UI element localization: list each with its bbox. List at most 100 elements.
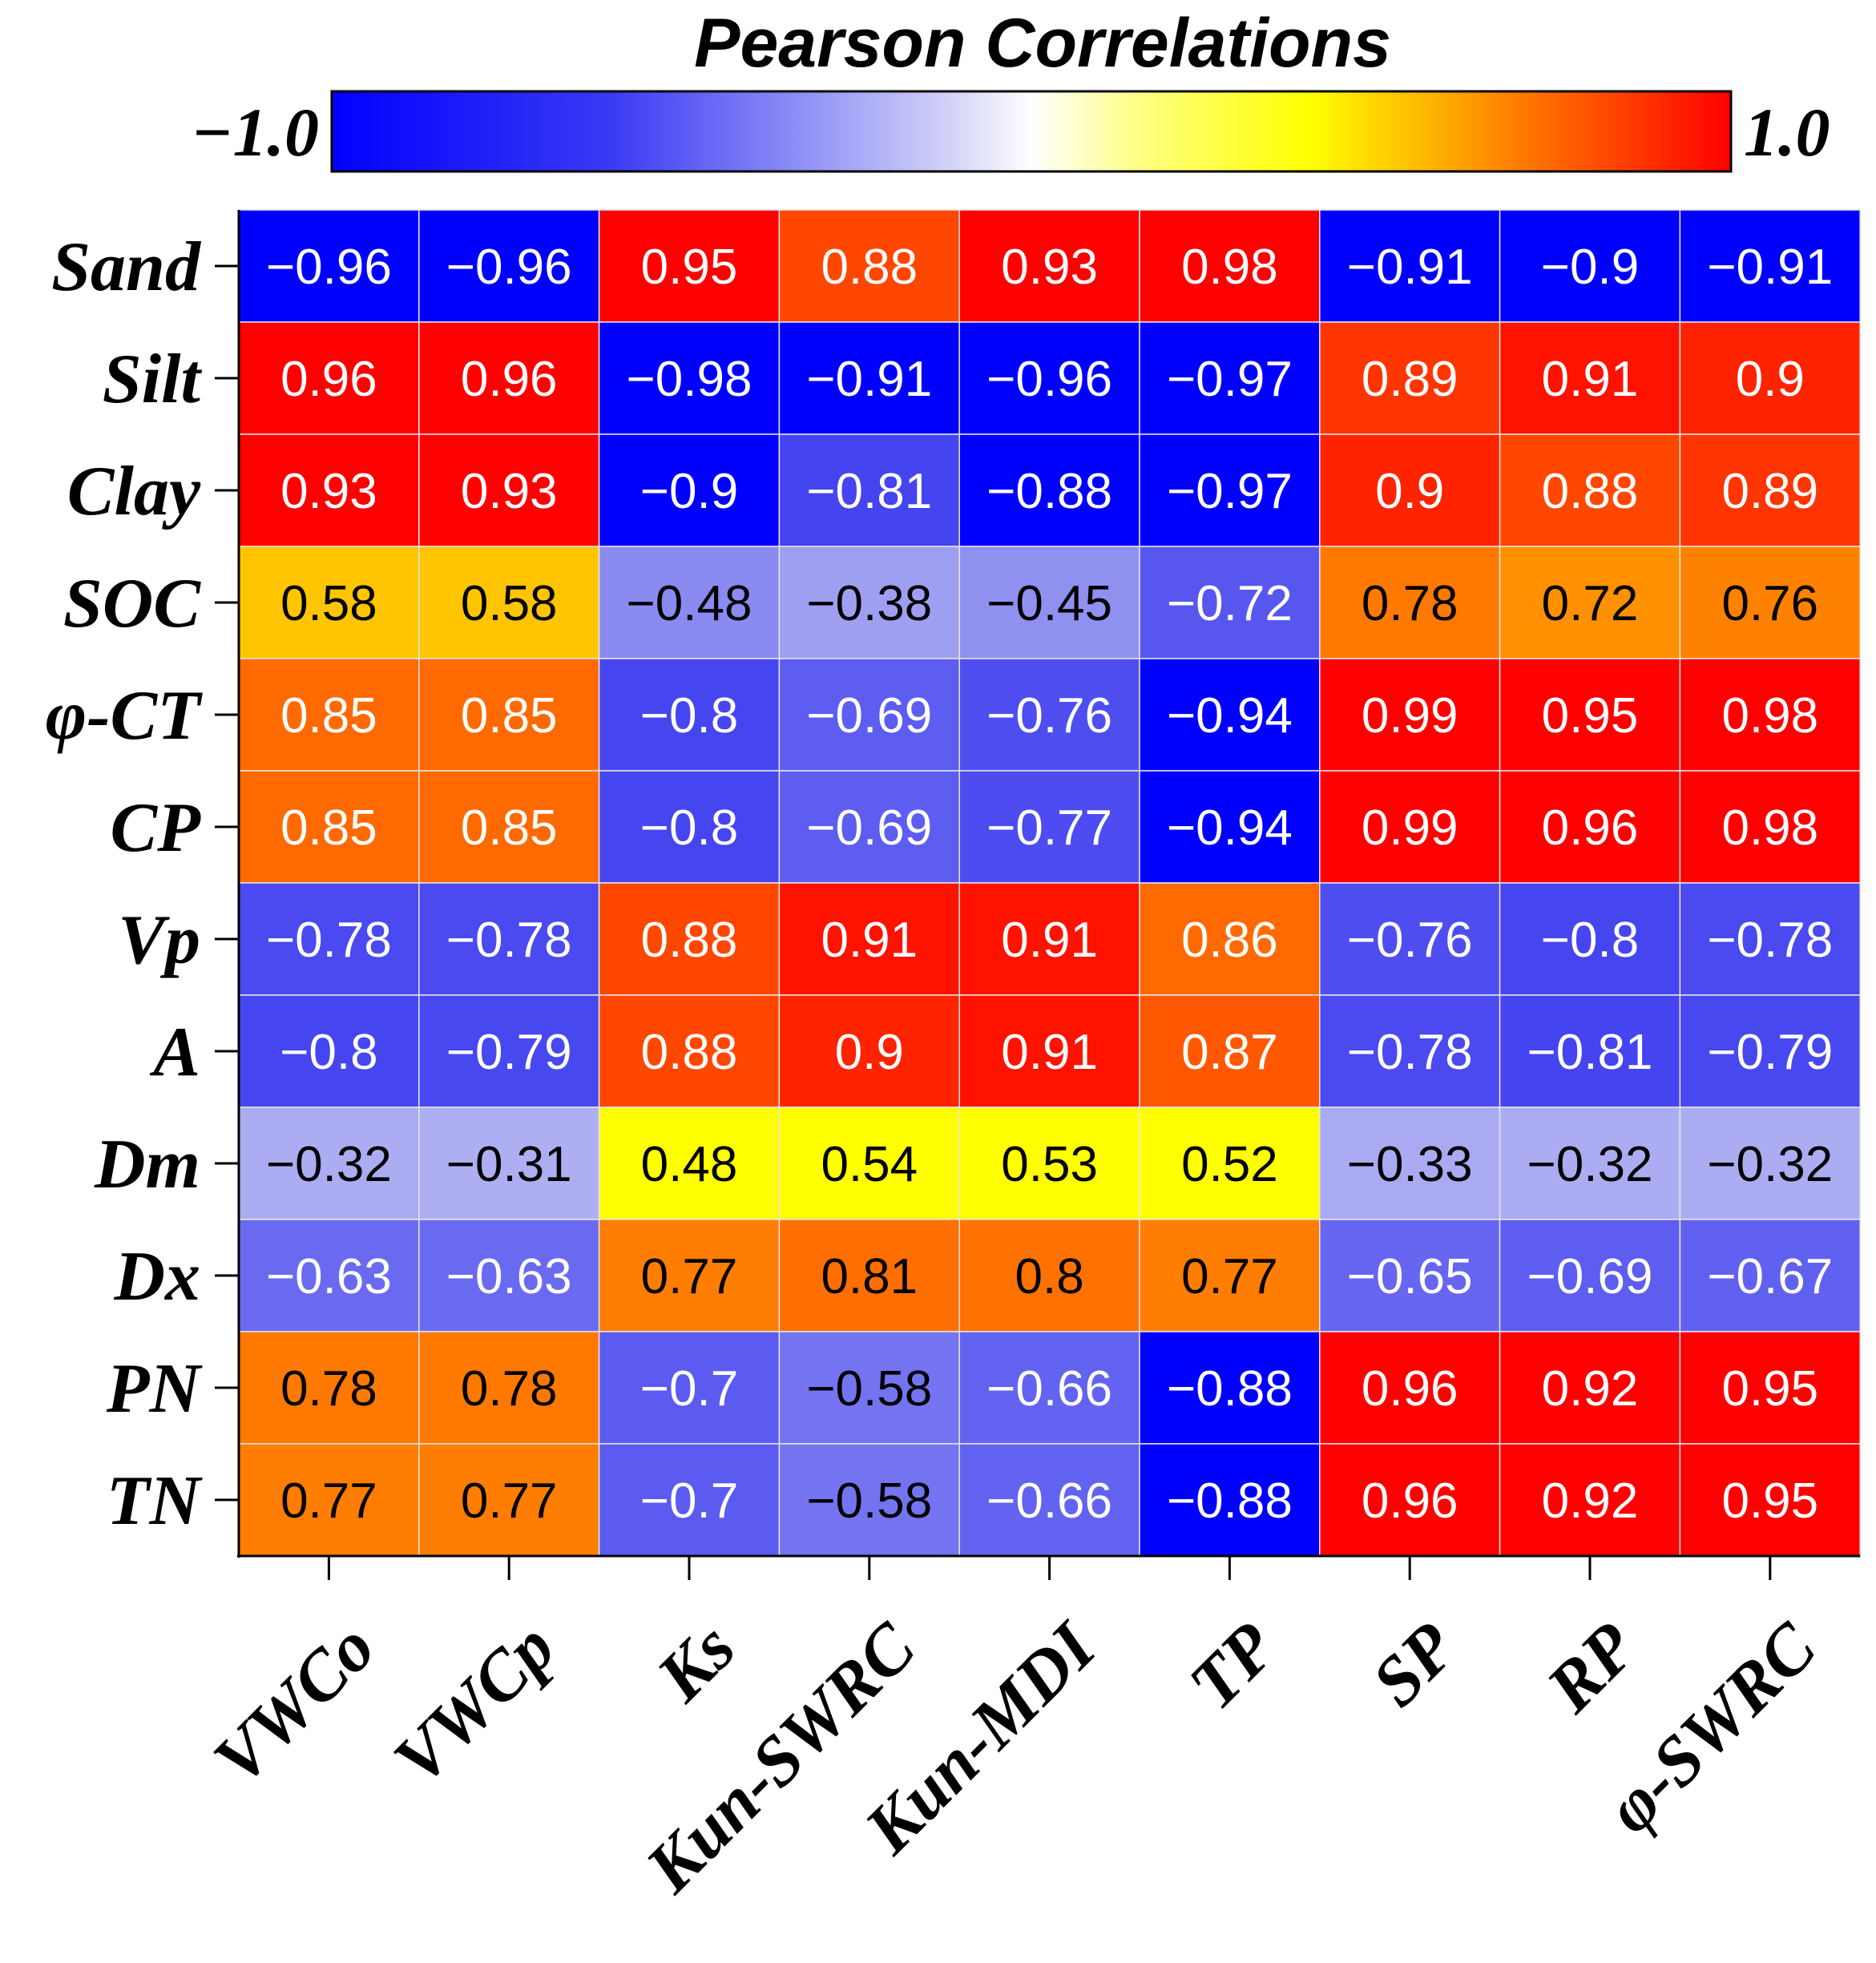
heatmap-cell-value: 0.78: [280, 1361, 377, 1417]
heatmap-cell: [778, 321, 960, 435]
heatmap-cell-value: −0.76: [1347, 913, 1473, 968]
heatmap-cell-value: −0.63: [446, 1249, 572, 1304]
heatmap-cell-value: 0.77: [1181, 1249, 1278, 1304]
heatmap-cell: [1139, 1443, 1321, 1557]
heatmap-cell-value: −0.7: [640, 1361, 738, 1417]
heatmap-cell-value: −0.79: [1707, 1025, 1833, 1080]
column-label: Ks: [642, 1609, 750, 1717]
heatmap-cell: [1679, 1443, 1861, 1557]
heatmap-cell: [238, 1331, 420, 1445]
row-label: TN: [107, 1462, 204, 1540]
heatmap-cell: [1139, 1331, 1321, 1445]
heatmap-cell-value: −0.97: [1167, 464, 1293, 519]
heatmap-cell-value: 0.92: [1542, 1473, 1639, 1529]
heatmap-cell: [1319, 658, 1501, 772]
heatmap-cell-value: −0.38: [806, 576, 932, 631]
chart-title: Pearson Correlations: [694, 5, 1391, 82]
heatmap-cell-value: −0.97: [1167, 352, 1293, 407]
heatmap-cell-value: 0.77: [461, 1473, 558, 1529]
heatmap-cell-value: 0.91: [1001, 913, 1098, 968]
heatmap-cell: [418, 882, 600, 996]
heatmap-cell: [238, 1106, 420, 1220]
heatmap-cell-value: −0.94: [1167, 688, 1293, 744]
heatmap-cell-value: −0.58: [806, 1361, 932, 1417]
heatmap-cell-value: −0.81: [1527, 1025, 1653, 1080]
heatmap-cell: [598, 994, 781, 1108]
heatmap-cell-value: −0.8: [1541, 913, 1639, 968]
heatmap-cell: [778, 1331, 960, 1445]
heatmap-cell-value: 0.88: [641, 913, 738, 968]
heatmap-cell-value: −0.69: [806, 800, 932, 856]
heatmap-cell-value: 0.99: [1362, 688, 1458, 744]
heatmap-cell-value: −0.81: [806, 464, 932, 519]
heatmap-cell: [238, 546, 420, 659]
heatmap-cell: [778, 658, 960, 772]
heatmap-cell-value: 0.54: [821, 1137, 918, 1192]
heatmap-cell-value: −0.31: [446, 1137, 572, 1192]
heatmap-cell-value: −0.88: [986, 464, 1112, 519]
heatmap-cell-value: −0.91: [1347, 240, 1473, 295]
heatmap-cell-value: −0.96: [446, 240, 572, 295]
row-label: CP: [111, 789, 202, 867]
heatmap-cell: [238, 433, 420, 547]
heatmap-cell: [958, 1106, 1140, 1220]
heatmap-cell-value: 0.48: [641, 1137, 738, 1192]
heatmap-cell: [598, 770, 781, 884]
column-label: SP: [1358, 1608, 1471, 1722]
heatmap-cell: [598, 433, 781, 547]
heatmap-cell: [1319, 1219, 1501, 1332]
column-label: TP: [1175, 1608, 1291, 1724]
heatmap-cell-value: −0.66: [986, 1473, 1112, 1529]
row-label: Dm: [94, 1126, 200, 1203]
heatmap-axes: [215, 210, 1861, 1580]
heatmap-cell-value: −0.76: [986, 688, 1112, 744]
heatmap-cell: [778, 1106, 960, 1220]
heatmap-cell-value: 0.58: [280, 576, 377, 631]
heatmap-cell: [1139, 209, 1321, 323]
heatmap-cell: [238, 658, 420, 772]
colorbar-max-label: 1.0: [1744, 94, 1830, 171]
heatmap-cell-value: 0.9: [1736, 352, 1805, 407]
heatmap-cell: [598, 1106, 781, 1220]
heatmap-cell: [778, 546, 960, 659]
heatmap-cell: [1679, 658, 1861, 772]
heatmap-cell-value: −0.91: [1707, 240, 1833, 295]
heatmap-cell: [778, 994, 960, 1108]
heatmap-cell-value: −0.77: [986, 800, 1112, 856]
heatmap-cell-value: −0.94: [1167, 800, 1293, 856]
heatmap-cell-value: 0.89: [1362, 352, 1458, 407]
heatmap-cell: [778, 1443, 960, 1557]
heatmap-cell-value: −0.72: [1167, 576, 1293, 631]
heatmap-cell-value: −0.78: [1347, 1025, 1473, 1080]
heatmap-cell: [958, 994, 1140, 1108]
heatmap-cell: [1319, 321, 1501, 435]
heatmap-cell: [1499, 209, 1681, 323]
heatmap-cell: [598, 209, 781, 323]
heatmap-cell-value: 0.77: [280, 1473, 377, 1529]
heatmap-cell-value: 0.96: [280, 352, 377, 407]
heatmap-cell-value: 0.99: [1362, 800, 1458, 856]
heatmap-cell: [958, 1331, 1140, 1445]
colorbar: [330, 90, 1733, 173]
heatmap-cell: [1499, 1331, 1681, 1445]
heatmap-cell-value: 0.98: [1721, 688, 1818, 744]
colorbar-min-label: −1.0: [191, 94, 319, 171]
heatmap-cell: [958, 1219, 1140, 1332]
heatmap-cell: [958, 321, 1140, 435]
heatmap-cell-value: −0.63: [266, 1249, 392, 1304]
heatmap-cell: [1679, 994, 1861, 1108]
heatmap-cell-value: 0.88: [1542, 464, 1639, 519]
heatmap-cell-value: −0.79: [446, 1025, 572, 1080]
heatmap-cell: [1499, 321, 1681, 435]
heatmap-cell-value: −0.48: [627, 576, 752, 631]
heatmap-cell-value: 0.88: [821, 240, 918, 295]
heatmap-cell-value: 0.93: [1001, 240, 1098, 295]
heatmap-cell-value: 0.78: [1362, 576, 1458, 631]
heatmap-cell-value: −0.9: [640, 464, 738, 519]
heatmap-cell: [598, 1219, 781, 1332]
heatmap-cell: [238, 1219, 420, 1332]
row-label: A: [149, 1014, 200, 1091]
heatmap-cell-value: 0.52: [1181, 1137, 1278, 1192]
heatmap-cell: [598, 321, 781, 435]
